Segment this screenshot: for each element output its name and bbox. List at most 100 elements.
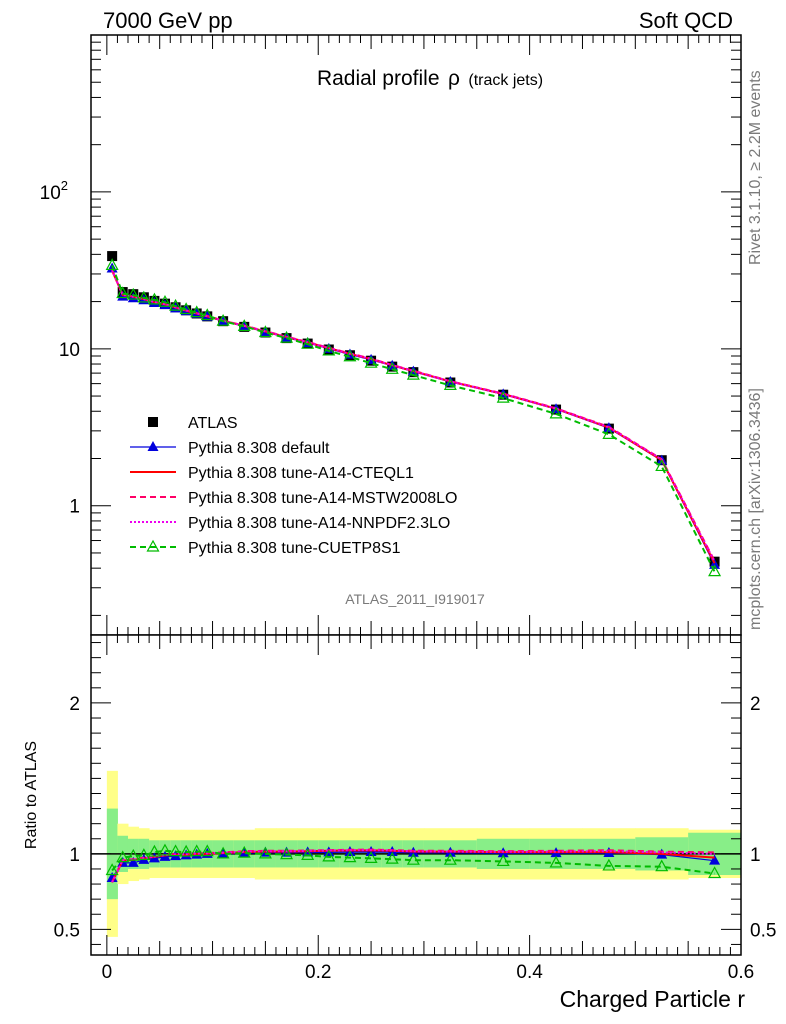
main-point-5-18 (385, 362, 399, 374)
ratio-frame (90, 634, 742, 956)
ratio-point-4-16 (343, 850, 357, 863)
ratio-ytick-label-right-0: 0.5 (750, 920, 776, 941)
main-point-5-22 (549, 406, 563, 419)
ratio-point-4-13 (280, 847, 294, 860)
ratio-panel (91, 635, 742, 955)
ratio-point-4-2 (126, 848, 140, 861)
main-point-5-12 (258, 325, 272, 338)
main-point-5-0 (105, 258, 119, 271)
ratio-point-4-3 (137, 848, 151, 860)
ratio-point-4-4 (147, 844, 161, 857)
legend-item-2: Pythia 8.308 tune-A14-CTEQL1 (130, 465, 414, 482)
ratio-point-4-15 (322, 849, 336, 862)
x-tick-label-1: 0.2 (305, 962, 331, 983)
main-point-5-5 (158, 295, 172, 307)
main-point-5-16 (343, 349, 357, 362)
mcplots-reference-label: mcplots.cern.ch [arXiv:1306.3436] (747, 388, 764, 630)
ratio-point-4-14 (301, 848, 315, 860)
legend: ATLAS Pythia 8.308 default Pythia 8.308 tu… (130, 415, 457, 557)
legend-marker-0 (148, 417, 158, 427)
main-point-5-15 (322, 343, 336, 356)
legend-item-3: Pythia 8.308 tune-A14-MSTW2008LO (130, 490, 457, 507)
ratio-series-line-4 (111, 849, 715, 875)
ratio-ytick-label-left-1: 1 (69, 845, 80, 866)
ratio-point-4-6 (169, 844, 183, 857)
main-plot-area (91, 35, 741, 635)
main-point-5-7 (179, 302, 193, 315)
chart-title-main: Radial profile (317, 67, 440, 90)
ratio-ytick-label-right-1: 1 (750, 845, 761, 866)
main-point-5-2 (126, 287, 140, 300)
ratio-point-4-1 (116, 850, 130, 863)
main-series-layer (105, 251, 722, 577)
main-point-5-8 (190, 305, 204, 318)
legend-item-0: ATLAS (148, 415, 238, 432)
legend-label-1: Pythia 8.308 default (188, 440, 330, 457)
header-energy-label: 7000 GeV pp (103, 8, 233, 33)
legend-marker-5 (146, 539, 160, 552)
ratio-point-4-11 (237, 845, 251, 858)
main-ytick-label-2: 1 (69, 497, 80, 518)
chart-title: Radial profile ρ (track jets) (317, 67, 543, 90)
main-point-5-13 (280, 330, 294, 343)
main-point-5-10 (216, 313, 230, 326)
ratio-point-4-24 (655, 859, 669, 872)
main-panel (91, 35, 741, 635)
ratio-point-4-25 (708, 866, 722, 879)
ratio-point-4-12 (258, 846, 272, 859)
main-point-5-25 (708, 564, 722, 577)
ratio-axes: 0.5 0.5 1 1 2 2 0 0.2 0.4 0.6 (54, 634, 776, 983)
x-tick-label-2: 0.4 (516, 962, 543, 983)
main-point-5-9 (200, 308, 214, 321)
ratio-point-4-23 (602, 858, 616, 871)
legend-label-3: Pythia 8.308 tune-A14-MSTW2008LO (188, 490, 457, 507)
ratio-point-4-5 (158, 843, 172, 856)
main-series-4 (111, 270, 716, 563)
main-point-0-0 (107, 251, 118, 262)
main-series-line-4 (111, 270, 716, 563)
ratio-point-4-7 (179, 844, 193, 857)
ratio-series-3 (111, 849, 715, 883)
ratio-ytick-label-left-0: 0.5 (54, 920, 80, 941)
analysis-label: ATLAS_2011_I919017 (345, 591, 485, 607)
main-point-5-19 (406, 367, 420, 380)
ratio-point-4-10 (216, 846, 230, 859)
legend-item-5: Pythia 8.308 tune-CUETP8S1 (130, 539, 401, 557)
ratio-point-0-0 (106, 872, 118, 883)
ratio-point-4-18 (385, 851, 399, 864)
chart-title-sub: (track jets) (468, 72, 543, 89)
main-point-5-6 (169, 298, 183, 311)
chart-title-rho: ρ (448, 67, 460, 90)
ratio-series-layer (105, 843, 722, 883)
ratio-point-4-17 (364, 851, 378, 863)
main-point-5-1 (116, 286, 130, 299)
ratio-point-4-20 (443, 852, 457, 865)
main-ytick-label-0: 102 (40, 178, 68, 204)
ratio-point-4-22 (549, 855, 563, 868)
legend-marker-1 (147, 441, 159, 451)
x-tick-label-0: 0 (102, 962, 113, 983)
ratio-point-0-2 (127, 856, 139, 867)
main-series-5 (105, 258, 722, 577)
main-point-5-21 (496, 390, 510, 403)
legend-label-2: Pythia 8.308 tune-A14-CTEQL1 (188, 465, 414, 482)
ratio-series-4 (105, 843, 722, 879)
main-point-5-23 (602, 427, 616, 439)
main-ytick-label-1: 10 (59, 340, 80, 361)
ratio-point-4-8 (190, 844, 204, 857)
main-point-5-17 (364, 355, 378, 368)
ratio-y-axis-label: Ratio to ATLAS (23, 741, 40, 849)
legend-label-5: Pythia 8.308 tune-CUETP8S1 (188, 540, 401, 557)
ratio-point-4-21 (496, 854, 510, 867)
ratio-point-4-0 (105, 863, 119, 876)
main-point-5-11 (237, 319, 251, 331)
header-process-label: Soft QCD (639, 8, 733, 33)
ratio-point-4-19 (406, 852, 420, 865)
main-point-5-3 (137, 290, 151, 303)
legend-label-4: Pythia 8.308 tune-A14-NNPDF2.3LO (188, 515, 450, 532)
main-series-line-5 (111, 265, 716, 573)
ratio-point-0-25 (709, 854, 721, 865)
rivet-version-label: Rivet 3.1.10, ≥ 2.2M events (747, 70, 764, 265)
main-point-5-24 (655, 459, 669, 472)
